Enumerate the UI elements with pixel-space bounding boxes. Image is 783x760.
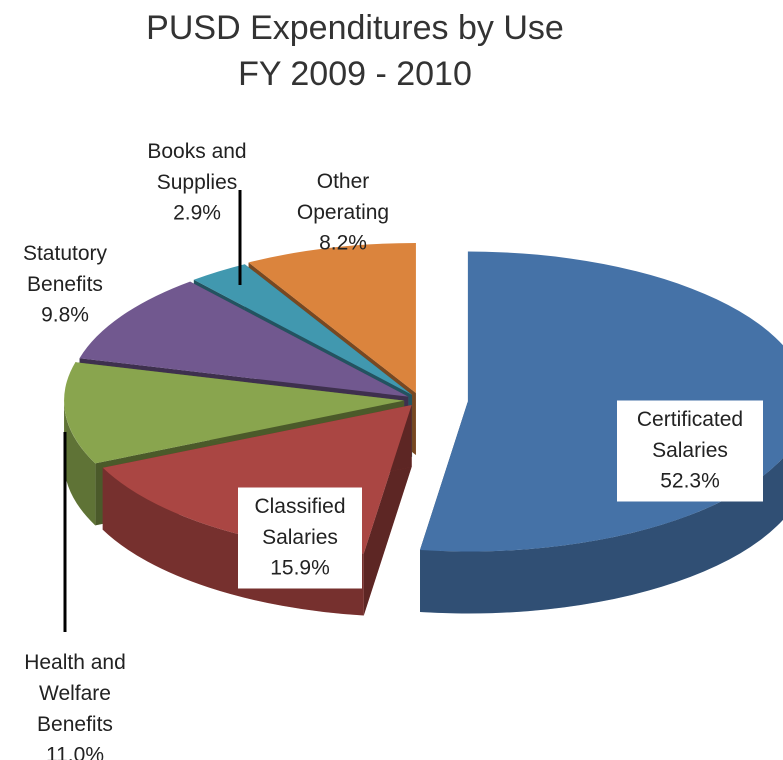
category-label: Books and Supplies (147, 140, 246, 194)
value-label: 8.2% (319, 232, 367, 255)
slice-top (193, 264, 413, 395)
value-label: 52.3% (660, 470, 720, 493)
slice-top (248, 243, 416, 394)
chart-title: PUSD Expenditures by Use (146, 9, 564, 47)
slice-side (64, 400, 96, 526)
value-label: 11.0% (46, 744, 104, 760)
slice-side-shade (64, 400, 96, 526)
label-box (238, 487, 362, 589)
value-label: 9.8% (41, 304, 89, 327)
value-label: 2.9% (173, 202, 221, 225)
category-label: Classified Salaries (254, 495, 345, 549)
category-label: Statutory Benefits (23, 242, 108, 296)
slice-top (64, 362, 405, 464)
chart-subtitle: FY 2009 - 2010 (238, 55, 472, 93)
slice-top (79, 281, 409, 397)
category-label: Other Operating (297, 170, 389, 224)
category-label: Certificated Salaries (637, 408, 743, 462)
category-label: Health and Welfare Benefits (24, 651, 126, 736)
slice-side-shade (420, 457, 783, 614)
label-box (617, 400, 763, 502)
slice-side (420, 457, 783, 614)
value-label: 15.9% (270, 557, 330, 580)
